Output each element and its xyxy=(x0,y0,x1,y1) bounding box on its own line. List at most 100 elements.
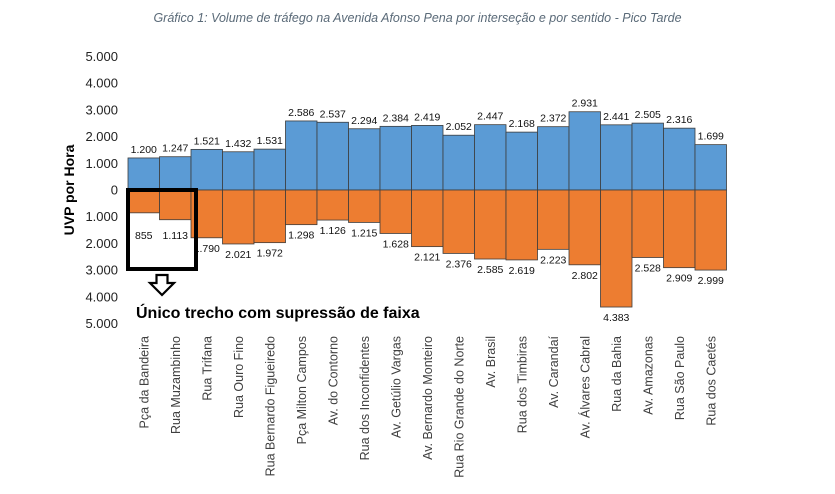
bar-negative xyxy=(631,189,664,258)
x-tick-label: Rua dos Inconfidentes xyxy=(358,336,372,460)
highlight-box xyxy=(126,188,198,271)
data-label-negative: 1.972 xyxy=(257,248,283,260)
data-label-positive: 2.384 xyxy=(383,112,409,124)
data-label-negative: 2.121 xyxy=(414,252,440,264)
bar-positive xyxy=(253,148,286,191)
bar-negative xyxy=(442,189,475,254)
bar-negative xyxy=(222,189,255,245)
data-labels: 1.200 855 1.247 1.113 1.521 1.790 1.432 2.021 1.… xyxy=(131,98,724,324)
bars xyxy=(127,111,727,308)
bar-negative xyxy=(253,189,286,244)
data-label-positive: 2.419 xyxy=(414,111,440,123)
bar-negative xyxy=(568,189,601,266)
bar-positive xyxy=(663,127,696,191)
data-label-negative: 1.113 xyxy=(163,230,189,242)
x-tick-label: Rua Ouro Fino xyxy=(232,336,246,418)
bar-positive xyxy=(316,121,349,191)
x-axis-labels: Pça da Bandeira Rua Muzambinho Rua Trifana… xyxy=(137,335,718,477)
bar-positive xyxy=(379,125,412,191)
data-label-positive: 1.531 xyxy=(257,135,283,147)
x-tick-label: Rua dos Caetés xyxy=(704,336,718,426)
y-axis-title: UVP por Hora xyxy=(61,144,77,235)
bar-positive xyxy=(190,148,223,191)
data-label-positive: 2.505 xyxy=(635,109,661,121)
data-label-negative: 2.223 xyxy=(540,254,566,266)
chart-title: Gráfico 1: Volume de tráfego na Avenida … xyxy=(153,11,682,25)
bar-positive xyxy=(474,124,507,191)
bar-positive xyxy=(159,156,192,191)
y-tick-label: 4.000 xyxy=(85,76,118,91)
data-label-positive: 1.432 xyxy=(225,138,251,150)
data-label-positive: 2.447 xyxy=(477,111,503,123)
x-tick-label: Rua Bernardo Figueiredo xyxy=(263,336,277,476)
data-label-negative: 2.619 xyxy=(509,265,535,277)
x-tick-label: Pça Milton Campos xyxy=(295,336,309,444)
data-label-negative: 2.999 xyxy=(698,275,724,287)
bar-positive xyxy=(411,125,444,191)
bar-positive xyxy=(348,128,381,191)
data-label-positive: 2.537 xyxy=(320,108,346,120)
x-tick-label: Pça da Bandeira xyxy=(137,336,151,428)
x-tick-label: Av. Brasil xyxy=(484,336,498,388)
bar-positive xyxy=(600,124,633,191)
bar-negative xyxy=(694,189,727,271)
annotation-text: Único trecho com supressão de faixa xyxy=(136,303,420,322)
bar-negative xyxy=(316,189,349,221)
bar-positive xyxy=(127,157,160,191)
x-tick-label: Av. Getúlio Vargas xyxy=(389,336,403,438)
bar-positive xyxy=(285,120,318,191)
data-label-negative: 1.790 xyxy=(194,243,220,255)
data-label-positive: 2.931 xyxy=(572,98,598,110)
y-tick-label: 0 xyxy=(111,183,118,198)
data-label-positive: 2.294 xyxy=(351,115,377,127)
data-label-positive: 2.316 xyxy=(666,114,692,126)
bar-negative xyxy=(600,189,633,308)
bar-positive xyxy=(222,151,255,191)
data-label-positive: 2.052 xyxy=(446,121,472,133)
y-tick-label: 4.000 xyxy=(85,289,118,304)
bar-positive xyxy=(631,122,664,191)
bar-negative xyxy=(159,189,192,221)
data-label-positive: 1.200 xyxy=(131,144,157,156)
bar-negative xyxy=(663,189,696,269)
data-label-negative: 2.909 xyxy=(666,273,692,285)
data-label-negative: 2.802 xyxy=(572,270,598,282)
y-tick-label: 1.000 xyxy=(85,209,118,224)
bar-positive xyxy=(537,126,570,191)
bar-negative xyxy=(411,189,444,248)
bar-negative xyxy=(285,189,318,226)
y-tick-label: 2.000 xyxy=(85,236,118,251)
bar-negative xyxy=(505,189,538,261)
data-label-negative: 2.528 xyxy=(635,262,661,274)
x-tick-label: Rua Rio Grande do Norte xyxy=(452,336,466,478)
data-label-negative: 1.628 xyxy=(383,238,409,250)
x-tick-label: Av. Álvares Cabral xyxy=(577,336,592,438)
x-tick-label: Av. Amazonas xyxy=(641,336,655,415)
data-label-negative: 4.383 xyxy=(603,312,629,324)
bar-negative xyxy=(537,189,570,250)
data-label-positive: 2.586 xyxy=(288,107,314,119)
data-label-negative: 1.298 xyxy=(288,230,314,242)
x-tick-label: Rua da Bahia xyxy=(610,336,624,412)
data-label-negative: 855 xyxy=(135,230,153,242)
bar-negative xyxy=(474,189,507,260)
data-label-positive: 2.168 xyxy=(509,118,535,130)
data-label-positive: 2.372 xyxy=(540,113,566,125)
bar-positive xyxy=(442,134,475,191)
y-tick-label: 1.000 xyxy=(85,156,118,171)
data-label-negative: 2.021 xyxy=(225,249,251,261)
x-tick-label: Rua São Paulo xyxy=(673,336,687,420)
y-tick-label: 5.000 xyxy=(85,49,118,64)
data-label-positive: 1.247 xyxy=(162,143,188,155)
x-tick-label: Rua Trifana xyxy=(200,336,214,401)
bar-negative xyxy=(127,189,160,214)
bar-positive xyxy=(505,131,538,191)
data-label-positive: 2.441 xyxy=(603,111,629,123)
y-tick-label: 3.000 xyxy=(85,263,118,278)
annotation: Único trecho com supressão de faixa xyxy=(126,188,420,322)
data-label-negative: 1.126 xyxy=(320,225,346,237)
y-axis: 5.000 4.000 3.000 2.000 1.000 0 1.000 2.000 3.00… xyxy=(85,49,727,331)
data-label-positive: 1.521 xyxy=(194,135,220,147)
x-tick-label: Av. Carandaí xyxy=(547,335,561,407)
